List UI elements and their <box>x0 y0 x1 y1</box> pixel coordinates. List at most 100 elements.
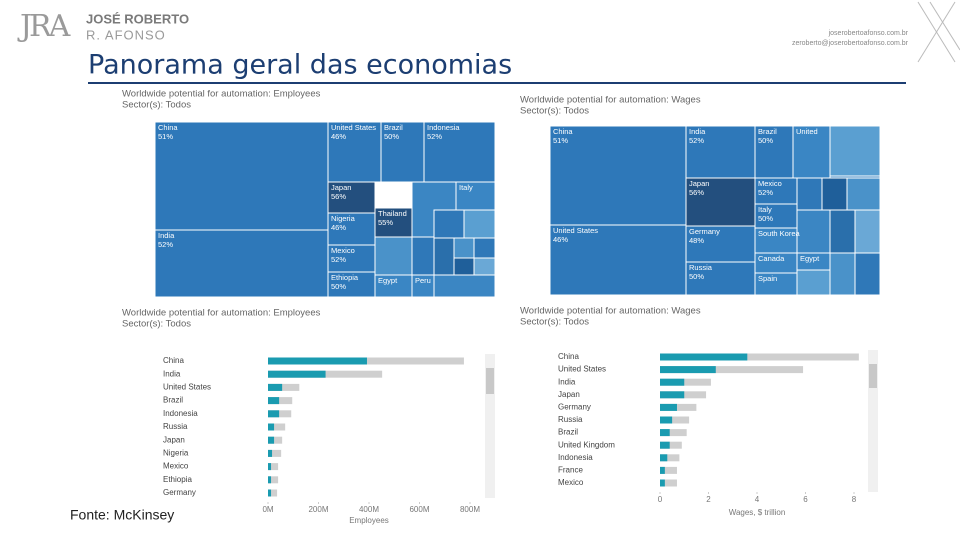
tile-value: 50% <box>689 272 704 281</box>
tile <box>754 203 798 229</box>
bar <box>660 416 690 424</box>
bar <box>268 436 275 444</box>
bar <box>268 357 367 365</box>
category-label: United States <box>558 365 606 374</box>
chart-title: Worldwide potential for automation: Empl… <box>122 308 321 319</box>
chart-subtitle: Sector(s): Todos <box>122 319 191 330</box>
bar <box>660 429 670 437</box>
tile-label: India <box>158 231 175 240</box>
bar <box>268 489 278 497</box>
x-tick-label: 200M <box>308 505 328 514</box>
tile-label: Japan <box>331 183 351 192</box>
tile <box>154 229 329 298</box>
bar <box>660 441 682 449</box>
bar <box>660 353 748 361</box>
category-label: Japan <box>558 390 580 399</box>
category-label: Mexico <box>558 478 584 487</box>
tile <box>685 225 756 263</box>
bar <box>660 353 859 361</box>
bar <box>660 366 716 374</box>
tile-label: Mexico <box>331 246 355 255</box>
x-tick-label: 0 <box>658 495 663 504</box>
tile-value: 46% <box>331 223 346 232</box>
bar <box>268 423 275 431</box>
tile-value: 48% <box>689 236 704 245</box>
x-axis-label: Employees <box>349 516 389 525</box>
bar <box>268 463 279 471</box>
tile-value: 46% <box>553 235 568 244</box>
tile-value: 52% <box>758 188 773 197</box>
bar <box>660 378 685 386</box>
bar <box>268 476 279 484</box>
tile-value: 50% <box>758 214 773 223</box>
tile-value: 50% <box>384 132 399 141</box>
x-tick-label: 6 <box>803 495 808 504</box>
tile-label: South Korea <box>758 229 801 238</box>
bar <box>660 466 677 474</box>
tile <box>685 177 756 227</box>
tile <box>327 181 376 214</box>
category-label: Japan <box>163 435 185 444</box>
tile <box>754 125 794 179</box>
bar <box>660 479 677 487</box>
tile <box>549 224 687 296</box>
tile <box>754 272 798 296</box>
tile-label: Mexico <box>758 179 782 188</box>
scrollbar[interactable] <box>868 350 878 492</box>
tile <box>455 181 496 211</box>
tile-label: Brazil <box>384 123 403 132</box>
contact: joserobertoafonso.com.br <box>828 30 909 37</box>
tile <box>754 177 798 205</box>
bar <box>268 410 280 418</box>
x-tick-label: 400M <box>359 505 379 514</box>
category-label: Ethiopia <box>163 475 192 484</box>
category-label: Brazil <box>558 428 578 437</box>
tile-label: India <box>689 127 706 136</box>
bar <box>268 449 282 457</box>
tile-label: Peru <box>415 276 431 285</box>
category-label: Indonesia <box>558 453 593 462</box>
tile-label: Italy <box>758 205 772 214</box>
category-label: India <box>558 377 576 386</box>
x-tick-label: 800M <box>460 505 480 514</box>
category-label: Germany <box>558 403 591 412</box>
tile <box>549 125 687 226</box>
tile-value: 52% <box>158 240 173 249</box>
category-label: Mexico <box>163 462 189 471</box>
tile-label: China <box>158 123 178 132</box>
bar <box>660 454 668 462</box>
decoration <box>917 1 960 63</box>
scrollbar[interactable] <box>485 354 495 498</box>
x-tick-label: 2 <box>706 495 711 504</box>
bar <box>268 423 286 431</box>
x-axis-label: Wages, $ trillion <box>729 508 786 517</box>
tile-value: 46% <box>331 132 346 141</box>
chart-subtitle: Sector(s): Todos <box>520 317 589 328</box>
category-label: France <box>558 466 583 475</box>
tile-label: China <box>553 127 573 136</box>
bar <box>268 489 272 497</box>
tile-label: Indonesia <box>427 123 460 132</box>
bar <box>268 397 280 405</box>
tile-label: Nigeria <box>331 214 356 223</box>
tile-label: United States <box>331 123 376 132</box>
tile <box>423 121 496 183</box>
bar <box>660 391 685 399</box>
tile-value: 50% <box>758 136 773 145</box>
bar <box>660 366 804 374</box>
tile-label: Egypt <box>800 254 820 263</box>
tile-label: Ethiopia <box>331 273 359 282</box>
bar <box>268 476 272 484</box>
tile <box>327 244 376 273</box>
chart-title: Worldwide potential for automation: Wage… <box>520 306 701 317</box>
x-tick-label: 8 <box>852 495 857 504</box>
bar <box>660 416 673 424</box>
chart-subtitle: Sector(s): Todos <box>122 100 191 111</box>
tile-label: Spain <box>758 274 777 283</box>
tile-label: Thailand <box>378 209 407 218</box>
tile-label: Canada <box>758 254 785 263</box>
bar <box>268 436 283 444</box>
bar <box>268 397 293 405</box>
tile <box>327 271 376 298</box>
tile-label: Russia <box>689 263 713 272</box>
